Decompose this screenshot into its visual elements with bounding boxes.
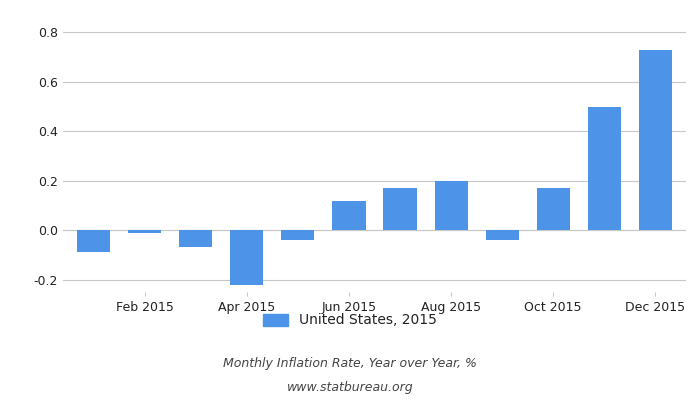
Bar bbox=[230, 230, 263, 284]
Text: www.statbureau.org: www.statbureau.org bbox=[287, 382, 413, 394]
Bar bbox=[179, 230, 212, 248]
Bar bbox=[332, 200, 365, 230]
Bar bbox=[77, 230, 110, 252]
Text: Monthly Inflation Rate, Year over Year, %: Monthly Inflation Rate, Year over Year, … bbox=[223, 358, 477, 370]
Bar bbox=[281, 230, 314, 240]
Bar bbox=[537, 188, 570, 230]
Bar bbox=[128, 230, 161, 233]
Bar bbox=[486, 230, 519, 240]
Bar bbox=[384, 188, 416, 230]
Bar bbox=[435, 181, 468, 230]
Legend: United States, 2015: United States, 2015 bbox=[258, 308, 442, 333]
Bar bbox=[588, 106, 621, 230]
Bar bbox=[639, 50, 672, 230]
